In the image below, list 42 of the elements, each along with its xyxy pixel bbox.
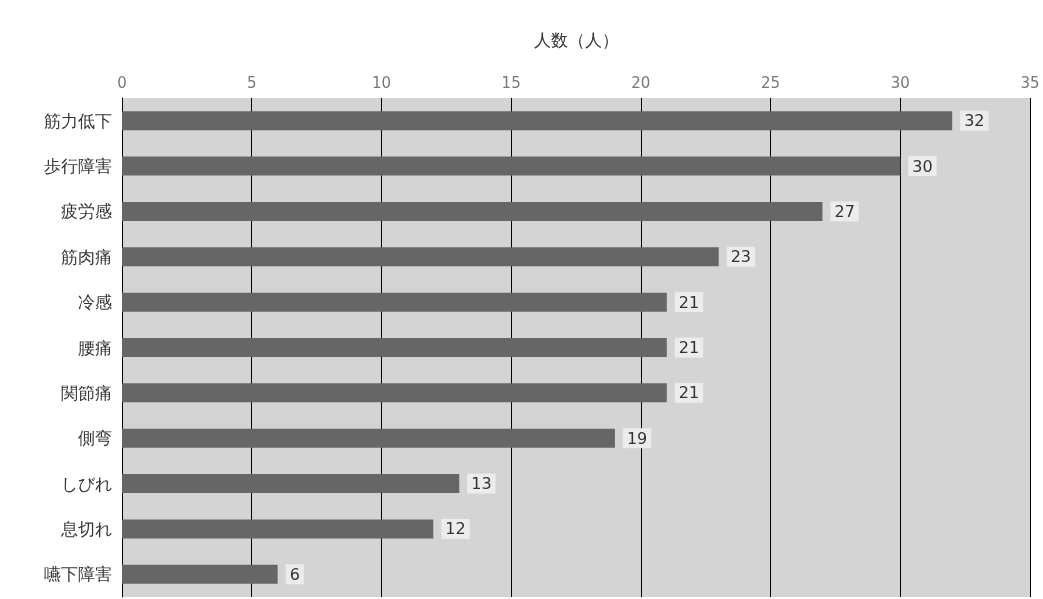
bar xyxy=(122,519,434,539)
data-label: 12 xyxy=(445,519,466,539)
bar xyxy=(122,474,460,494)
y-tick-label: 息切れ xyxy=(60,518,112,539)
y-tick-label: 歩行障害 xyxy=(44,156,112,177)
bar xyxy=(122,247,719,267)
y-tick-label: しびれ xyxy=(61,473,112,494)
bar xyxy=(122,338,667,357)
data-label: 23 xyxy=(730,247,752,267)
data-label: 6 xyxy=(289,564,300,584)
y-tick-label: 筋肉痛 xyxy=(61,246,112,267)
bar xyxy=(122,156,901,176)
bar xyxy=(122,383,667,403)
data-label: 32 xyxy=(964,111,985,131)
bar xyxy=(122,111,953,131)
data-label: 21 xyxy=(678,292,700,312)
data-label: 19 xyxy=(626,428,648,448)
x-tick-label: 30 xyxy=(890,73,910,92)
y-tick-label: 冷感 xyxy=(78,292,112,313)
x-tick-label: 20 xyxy=(631,73,651,92)
y-tick-label: 疲労感 xyxy=(61,201,112,222)
data-label: 30 xyxy=(912,156,933,176)
data-label: 21 xyxy=(678,383,700,403)
data-label: 21 xyxy=(678,338,700,357)
data-label: 13 xyxy=(471,474,492,494)
bar xyxy=(122,201,823,221)
x-axis-title: 人数（人） xyxy=(533,29,619,50)
y-tick-label: 関節痛 xyxy=(61,382,112,403)
y-tick-label: 側弯 xyxy=(78,428,112,449)
x-tick-label: 35 xyxy=(1020,73,1040,92)
x-tick-label: 25 xyxy=(761,73,781,92)
bar xyxy=(122,428,615,448)
y-tick-label: 腰痛 xyxy=(78,337,112,358)
y-tick-label: 嚥下障害 xyxy=(44,564,112,585)
data-label: 27 xyxy=(834,201,855,221)
x-tick-label: 15 xyxy=(501,73,521,92)
y-tick-label: 筋力低下 xyxy=(44,110,112,131)
x-tick-label: 5 xyxy=(246,73,257,92)
x-tick-label: 10 xyxy=(371,73,391,92)
x-tick-label: 0 xyxy=(117,73,127,92)
bar xyxy=(122,564,278,584)
bar xyxy=(122,292,667,312)
